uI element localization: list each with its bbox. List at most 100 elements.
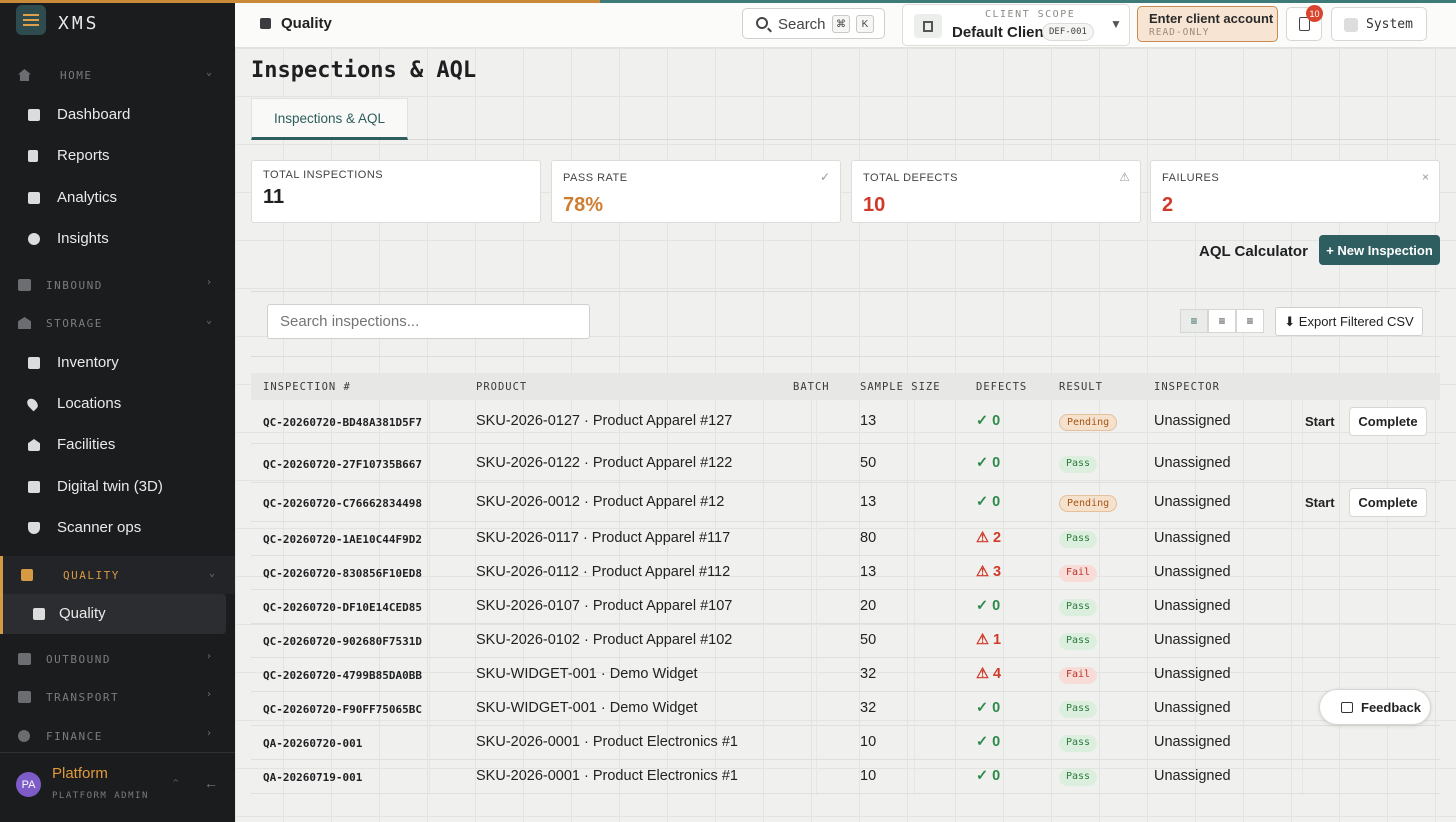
kbd-k: K xyxy=(856,15,874,33)
nav-section-inbound[interactable]: INBOUND › xyxy=(0,273,235,297)
column-header[interactable]: BATCH xyxy=(793,381,830,393)
chevron-down-icon: ⌄ xyxy=(209,568,217,579)
defects-cell: ✓ 0 xyxy=(976,413,1001,429)
product-cell: SKU-2026-0001 · Product Electronics #1 xyxy=(476,734,738,750)
product-cell: SKU-2026-0102 · Product Apparel #102 xyxy=(476,632,733,648)
menu-logo-icon[interactable] xyxy=(16,5,46,35)
inspection-id[interactable]: QC-20260720-F90FF75065BC xyxy=(263,703,422,716)
table-row[interactable]: QA-20260720-001 SKU-2026-0001 · Product E… xyxy=(251,726,1440,760)
divider xyxy=(251,291,1440,292)
column-header[interactable]: INSPECTION # xyxy=(263,381,351,393)
product-cell: SKU-2026-0012 · Product Apparel #12 xyxy=(476,494,725,510)
inspection-id[interactable]: QC-20260720-27F10735B667 xyxy=(263,458,422,471)
sidebar-item-dashboard[interactable]: Dashboard xyxy=(0,97,235,133)
checkbox-icon xyxy=(260,18,271,29)
chevron-up-icon[interactable]: ⌃ xyxy=(171,778,181,790)
search-label: Search xyxy=(778,16,826,33)
start-button[interactable]: Start xyxy=(1305,495,1335,510)
density-compact-button[interactable]: ≡ xyxy=(1180,309,1208,333)
scope-name: Default Client xyxy=(952,24,1049,41)
sidebar-item-label: Locations xyxy=(57,395,122,412)
table-row[interactable]: QC-20260720-1AE10C44F9D2 SKU-2026-0117 · … xyxy=(251,522,1440,556)
column-header[interactable]: DEFECTS xyxy=(976,381,1028,393)
inspection-id[interactable]: QC-20260720-1AE10C44F9D2 xyxy=(263,533,422,546)
sidebar-item-label: Scanner ops xyxy=(57,519,142,536)
table-row[interactable]: QC-20260720-4799B85DA0BB SKU-WIDGET-001 ·… xyxy=(251,658,1440,692)
nav-section-outbound[interactable]: OUTBOUND › xyxy=(0,647,235,671)
inspection-id[interactable]: QC-20260720-C76662834498 xyxy=(263,497,422,510)
column-header[interactable]: INSPECTOR xyxy=(1154,381,1220,393)
product-cell: SKU-2026-0122 · Product Apparel #122 xyxy=(476,455,733,471)
enter-client-account-button[interactable]: Enter client account READ-ONLY xyxy=(1137,6,1278,42)
inspection-id[interactable]: QC-20260720-DF10E14CED85 xyxy=(263,601,422,614)
map-pin-icon xyxy=(25,396,40,412)
collapse-sidebar-icon[interactable]: ← xyxy=(204,775,218,791)
table-row[interactable]: QA-20260719-001 SKU-2026-0001 · Product E… xyxy=(251,760,1440,794)
nav-section-label: STORAGE xyxy=(46,317,103,330)
table-row[interactable]: QC-20260720-27F10735B667 SKU-2026-0122 · … xyxy=(251,444,1440,483)
sidebar-item-facilities[interactable]: Facilities xyxy=(0,427,235,463)
sidebar-item-locations[interactable]: Locations xyxy=(0,386,235,422)
table-row[interactable]: QC-20260720-902680F7531D SKU-2026-0102 · … xyxy=(251,624,1440,658)
defects-cell: ✓ 0 xyxy=(976,700,1001,716)
start-button[interactable]: Start xyxy=(1305,414,1335,429)
inspection-id[interactable]: QA-20260720-001 xyxy=(263,737,363,750)
product-cell: SKU-2026-0127 · Product Apparel #127 xyxy=(476,413,733,429)
warehouse-icon xyxy=(18,317,31,329)
product-cell: SKU-2026-0112 · Product Apparel #112 xyxy=(476,564,731,580)
nav-section-transport[interactable]: TRANSPORT › xyxy=(0,685,235,709)
nav-section-finance[interactable]: FINANCE › xyxy=(0,724,235,748)
client-scope-selector[interactable]: CLIENT SCOPE Default Client DEF-001 ▼ xyxy=(902,4,1130,46)
table-row[interactable]: QC-20260720-BD48A381D5F7 SKU-2026-0127 · … xyxy=(251,400,1440,444)
column-header[interactable]: RESULT xyxy=(1059,381,1103,393)
sidebar-item-inventory[interactable]: Inventory xyxy=(0,345,235,381)
tab-inspections-aql[interactable]: Inspections & AQL xyxy=(251,98,408,140)
sample-size-cell: 13 xyxy=(860,564,877,580)
complete-button[interactable]: Complete xyxy=(1349,488,1427,517)
table-row[interactable]: QC-20260720-F90FF75065BC SKU-WIDGET-001 ·… xyxy=(251,692,1440,726)
column-header[interactable]: PRODUCT xyxy=(476,381,528,393)
inspector-cell: Unassigned xyxy=(1154,700,1231,716)
new-inspection-button[interactable]: + New Inspection xyxy=(1319,235,1440,265)
table-row[interactable]: QC-20260720-830856F10ED8 SKU-2026-0112 · … xyxy=(251,556,1440,590)
nav-section-storage[interactable]: STORAGE ⌄ xyxy=(0,311,235,335)
sidebar-item-scanner-ops[interactable]: Scanner ops xyxy=(0,510,235,546)
search-inspections-input[interactable] xyxy=(267,304,590,339)
inspector-cell: Unassigned xyxy=(1154,455,1231,471)
feedback-button[interactable]: Feedback xyxy=(1319,689,1431,725)
sidebar-item-quality[interactable]: Quality xyxy=(0,594,226,634)
inspection-id[interactable]: QC-20260720-902680F7531D xyxy=(263,635,422,648)
user-bar[interactable]: PA Platform PLATFORM ADMIN ⌃ ← xyxy=(0,752,235,822)
sidebar-item-digital-twin[interactable]: Digital twin (3D) xyxy=(0,469,235,505)
inspection-id[interactable]: QC-20260720-BD48A381D5F7 xyxy=(263,416,422,429)
complete-button[interactable]: Complete xyxy=(1349,407,1427,436)
inspection-id[interactable]: QC-20260720-830856F10ED8 xyxy=(263,567,422,580)
column-divider xyxy=(914,400,915,795)
stat-value: 11 xyxy=(263,186,285,208)
global-search-button[interactable]: Search ⌘ K xyxy=(742,8,885,39)
aql-calculator-button[interactable]: AQL Calculator xyxy=(1199,243,1308,260)
sidebar-item-label: Facilities xyxy=(57,436,116,453)
sidebar-item-reports[interactable]: Reports xyxy=(0,138,235,174)
nav-section-label: TRANSPORT xyxy=(46,691,120,704)
column-divider xyxy=(429,400,430,795)
sidebar-item-insights[interactable]: Insights xyxy=(0,221,235,257)
user-role: PLATFORM ADMIN xyxy=(52,791,149,801)
table-row[interactable]: QC-20260720-C76662834498 SKU-2026-0012 · … xyxy=(251,483,1440,522)
check-icon: ✓ xyxy=(819,170,830,184)
export-csv-button[interactable]: ⬇ Export Filtered CSV xyxy=(1275,307,1423,336)
density-comfortable-button[interactable]: ≡ xyxy=(1236,309,1264,333)
system-theme-button[interactable]: System xyxy=(1331,7,1427,41)
sidebar-item-analytics[interactable]: Analytics xyxy=(0,180,235,216)
nav-section-home[interactable]: HOME ⌄ xyxy=(0,63,235,87)
density-normal-button[interactable]: ≡ xyxy=(1208,309,1236,333)
table-row[interactable]: QC-20260720-DF10E14CED85 SKU-2026-0107 · … xyxy=(251,590,1440,624)
nav-section-quality[interactable]: QUALITY ⌄ xyxy=(0,556,235,594)
product-cell: SKU-WIDGET-001 · Demo Widget xyxy=(476,700,698,716)
inspection-id[interactable]: QA-20260719-001 xyxy=(263,771,363,784)
sidebar-item-label: Reports xyxy=(57,147,110,164)
main-content: Quality Search ⌘ K CLIENT SCOPE Default … xyxy=(235,0,1456,822)
user-name: Platform xyxy=(52,765,108,782)
inspection-id[interactable]: QC-20260720-4799B85DA0BB xyxy=(263,669,422,682)
column-header[interactable]: SAMPLE SIZE xyxy=(860,381,941,393)
